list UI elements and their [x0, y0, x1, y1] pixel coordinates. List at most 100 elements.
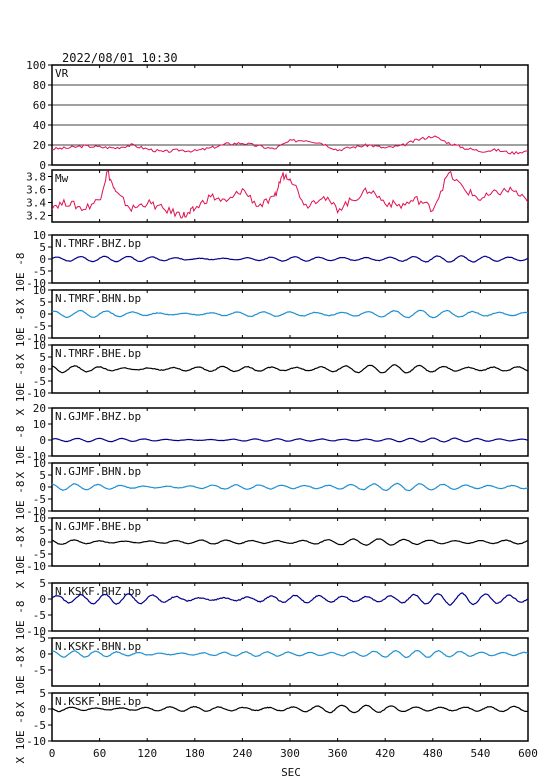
panel-mw: 3.23.43.63.8 Mw: [26, 169, 529, 223]
y-tick-label: 3.2: [26, 210, 46, 223]
series-line-vr: [51, 135, 528, 155]
x-tick-label: 360: [328, 747, 348, 760]
plot-title: 2022/08/01 10:30: [62, 51, 178, 65]
series-label-kskf-bhe: N.KSKF.BHE.bp: [55, 695, 141, 708]
y-unit-label: X 10E -8: [14, 656, 27, 709]
y-tick-label: 0: [39, 363, 46, 376]
y-tick-label: 5: [39, 577, 46, 590]
y-tick-label: 0: [39, 253, 46, 266]
panel-kskf-bhn: -5 0 5 N.KSKF.BHN.bp: [33, 632, 529, 687]
series-line-gjmf-bhn: [51, 482, 529, 492]
series-label-gjmf-bhe: N.GJMF.BHE.bp: [55, 520, 141, 533]
y-tick-label: -10: [26, 560, 46, 573]
series-label-tmrf-bhz: N.TMRF.BHZ.bp: [55, 237, 141, 250]
y-tick-label: -5: [33, 320, 46, 333]
y-tick-label: 5: [39, 524, 46, 537]
y-tick-label: 5: [39, 632, 46, 645]
series-line-kskf-bhe: [51, 704, 529, 714]
y-tick-label: 0: [39, 593, 46, 606]
y-tick-label: -5: [33, 493, 46, 506]
y-tick-label: 10: [33, 457, 46, 470]
y-tick-label: 10: [33, 284, 46, 297]
y-tick-label: 0: [39, 434, 46, 447]
y-tick-label: 5: [39, 296, 46, 309]
series-line-tmrf-bhz: [51, 255, 528, 263]
x-tick-label: 420: [375, 747, 395, 760]
y-tick-label: 40: [33, 119, 46, 132]
y-tick-label: 0: [39, 481, 46, 494]
y-tick-label: -5: [33, 265, 46, 278]
x-tick-label: 180: [185, 747, 205, 760]
y-tick-label: -10: [26, 332, 46, 345]
series-label-vr: VR: [55, 67, 69, 80]
series-label-gjmf-bhn: N.GJMF.BHN.bp: [55, 465, 141, 478]
panel-vr: 0 20 40 60 80 100 VR: [26, 59, 529, 172]
y-unit-label: X 10E -8: [14, 308, 27, 361]
y-tick-label: 0: [39, 648, 46, 661]
panel-frame: [51, 169, 529, 223]
series-line-kskf-bhz: [51, 592, 529, 606]
series-label-kskf-bhn: N.KSKF.BHN.bp: [55, 640, 141, 653]
series-line-tmrf-bhn: [51, 309, 529, 319]
series-label-tmrf-bhe: N.TMRF.BHE.bp: [55, 347, 141, 360]
y-unit-label: X 10E -8: [14, 363, 27, 416]
series-label-kskf-bhz: N.KSKF.BHZ.bp: [55, 585, 141, 598]
y-tick-label: 0: [39, 703, 46, 716]
y-tick-label: -10: [26, 450, 46, 463]
series-line-mw: [51, 170, 529, 219]
y-unit-label: X 10E -8: [14, 481, 27, 534]
y-tick-label: -5: [33, 664, 46, 677]
y-unit-label: X 10E -8: [14, 711, 27, 764]
y-tick-label: -10: [26, 505, 46, 518]
y-tick-label: -10: [26, 735, 46, 748]
series-label-mw: Mw: [55, 172, 69, 185]
panel-frame: [51, 64, 529, 166]
x-tick-label: 540: [470, 747, 490, 760]
y-unit-label: X 10E -8: [14, 426, 27, 479]
y-tick-label: -5: [33, 609, 46, 622]
series-label-gjmf-bhz: N.GJMF.BHZ.bp: [55, 410, 141, 423]
y-tick-label: 100: [26, 59, 46, 72]
y-tick-label: 80: [33, 79, 46, 92]
series-line-tmrf-bhe: [51, 364, 529, 374]
series-line-gjmf-bhz: [51, 437, 529, 443]
y-tick-label: 0: [39, 308, 46, 321]
y-tick-label: 0: [39, 159, 46, 172]
y-unit-label: X 10E -8: [14, 253, 27, 306]
y-tick-label: 10: [33, 339, 46, 352]
y-tick-label: 10: [33, 512, 46, 525]
y-tick-label: -5: [33, 548, 46, 561]
y-tick-label: 0: [39, 536, 46, 549]
series-line-gjmf-bhe: [51, 538, 529, 546]
y-tick-label: 5: [39, 241, 46, 254]
x-tick-label: 0: [49, 747, 56, 760]
y-tick-label: -10: [26, 277, 46, 290]
x-tick-label: 300: [280, 747, 300, 760]
y-tick-label: 20: [33, 139, 46, 152]
series-line-kskf-bhn: [51, 649, 529, 659]
y-tick-label: -5: [33, 719, 46, 732]
y-tick-label: 20: [33, 402, 46, 415]
panel-kskf-bhz: -10 -5 0 5 N.KSKF.BHZ.bp: [26, 577, 529, 638]
y-tick-label: 5: [39, 469, 46, 482]
y-tick-label: -10: [26, 625, 46, 638]
y-tick-label: 60: [33, 99, 46, 112]
panel-kskf-bhe: -10 -5 0 5 N.KSKF.BHE.bp: [26, 687, 529, 748]
x-tick-label: 240: [232, 747, 252, 760]
y-unit-label: X 10E -8: [14, 601, 27, 654]
y-tick-label: 5: [39, 687, 46, 700]
x-tick-label: 600: [518, 747, 538, 760]
y-tick-label: 10: [33, 418, 46, 431]
x-tick-label: 120: [137, 747, 157, 760]
x-tick-label: 60: [93, 747, 106, 760]
y-tick-label: -10: [26, 387, 46, 400]
y-unit-label: X 10E -8: [14, 536, 27, 589]
y-tick-label: -5: [33, 375, 46, 388]
